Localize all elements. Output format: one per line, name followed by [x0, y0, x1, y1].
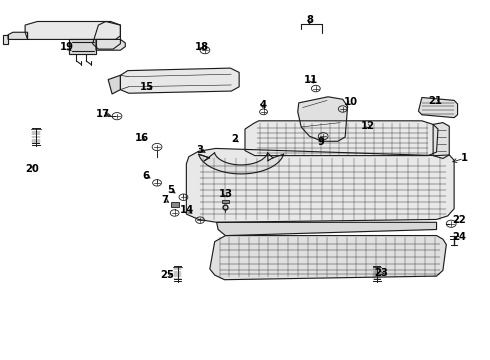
Text: 4: 4 — [259, 100, 266, 111]
Polygon shape — [186, 148, 454, 222]
Polygon shape — [25, 22, 121, 40]
Text: 3: 3 — [196, 144, 203, 154]
Polygon shape — [3, 35, 8, 44]
Polygon shape — [245, 121, 438, 156]
Text: 20: 20 — [25, 163, 39, 174]
Polygon shape — [69, 40, 96, 54]
Text: 16: 16 — [134, 133, 148, 143]
Text: 7: 7 — [161, 195, 168, 205]
Text: 2: 2 — [231, 134, 238, 144]
Polygon shape — [198, 153, 284, 174]
Text: 21: 21 — [429, 96, 442, 106]
Polygon shape — [433, 123, 449, 158]
Text: 5: 5 — [167, 185, 174, 195]
Text: 23: 23 — [374, 268, 388, 278]
Polygon shape — [418, 98, 458, 118]
Text: 6: 6 — [143, 171, 150, 181]
Text: 15: 15 — [140, 82, 154, 92]
Text: 25: 25 — [160, 270, 174, 280]
Polygon shape — [298, 97, 347, 141]
Text: 1: 1 — [460, 153, 467, 163]
Polygon shape — [96, 40, 125, 50]
Text: 22: 22 — [452, 215, 466, 225]
Text: 19: 19 — [60, 42, 74, 52]
Bar — [221, 200, 229, 203]
Text: 14: 14 — [180, 206, 195, 216]
Text: 10: 10 — [343, 97, 358, 107]
Text: 17: 17 — [97, 109, 110, 119]
Polygon shape — [210, 235, 446, 280]
Text: 13: 13 — [219, 189, 232, 199]
Text: 9: 9 — [318, 138, 324, 147]
Polygon shape — [93, 22, 121, 49]
Text: 18: 18 — [195, 42, 209, 52]
Text: 8: 8 — [306, 15, 313, 26]
Text: 24: 24 — [452, 232, 466, 242]
Polygon shape — [108, 75, 121, 94]
Polygon shape — [217, 222, 437, 235]
Polygon shape — [121, 68, 239, 93]
Text: 11: 11 — [304, 75, 318, 85]
Bar — [171, 202, 178, 207]
Polygon shape — [8, 32, 27, 40]
Text: 12: 12 — [361, 121, 375, 131]
